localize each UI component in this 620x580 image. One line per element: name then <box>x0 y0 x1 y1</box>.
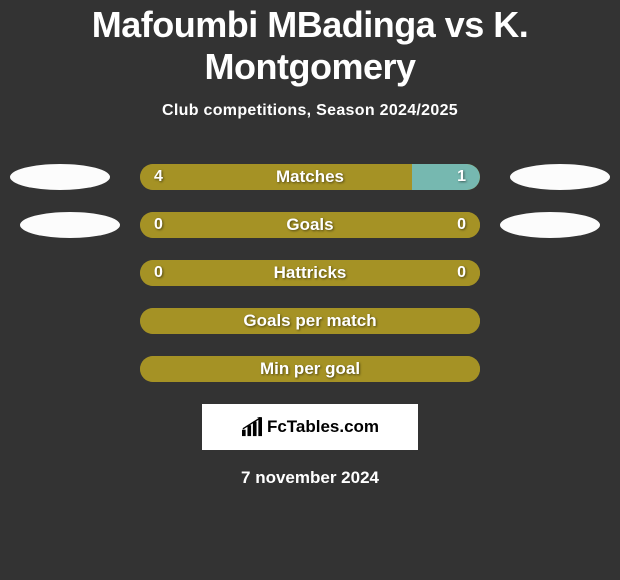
stat-bar: 0 0 Hattricks <box>140 260 480 286</box>
comparison-title: Mafoumbi MBadinga vs K. Montgomery <box>0 4 620 88</box>
stat-value-right: 1 <box>457 168 466 186</box>
logo-text: FcTables.com <box>267 417 379 437</box>
player-right-ellipse <box>510 164 610 190</box>
stat-bar: 0 0 Goals <box>140 212 480 238</box>
bar-fill-right <box>412 164 480 190</box>
stat-label: Goals <box>286 215 333 235</box>
stat-label: Min per goal <box>260 359 360 379</box>
stat-value-left: 0 <box>154 216 163 234</box>
player-left-ellipse <box>20 212 120 238</box>
player-left-ellipse <box>10 164 110 190</box>
stat-row: 0 0 Goals <box>0 212 620 238</box>
update-date: 7 november 2024 <box>241 468 379 488</box>
stat-row: 0 0 Hattricks <box>0 260 620 286</box>
stat-label: Matches <box>276 167 344 187</box>
stat-value-left: 4 <box>154 168 163 186</box>
stat-row: 4 1 Matches <box>0 164 620 190</box>
bar-chart-icon <box>241 417 263 437</box>
season-subtitle: Club competitions, Season 2024/2025 <box>162 102 458 120</box>
stat-label: Hattricks <box>274 263 347 283</box>
stat-row: Goals per match <box>0 308 620 334</box>
stat-value-right: 0 <box>457 264 466 282</box>
stat-label: Goals per match <box>243 311 376 331</box>
fctables-logo[interactable]: FcTables.com <box>202 404 418 450</box>
player-right-ellipse <box>500 212 600 238</box>
stat-bar: Min per goal <box>140 356 480 382</box>
stat-value-left: 0 <box>154 264 163 282</box>
stats-container: 4 1 Matches 0 0 Goals 0 0 Hattricks Goals per mat… <box>0 164 620 382</box>
stat-bar: 4 1 Matches <box>140 164 480 190</box>
stat-bar: Goals per match <box>140 308 480 334</box>
stat-row: Min per goal <box>0 356 620 382</box>
stat-value-right: 0 <box>457 216 466 234</box>
